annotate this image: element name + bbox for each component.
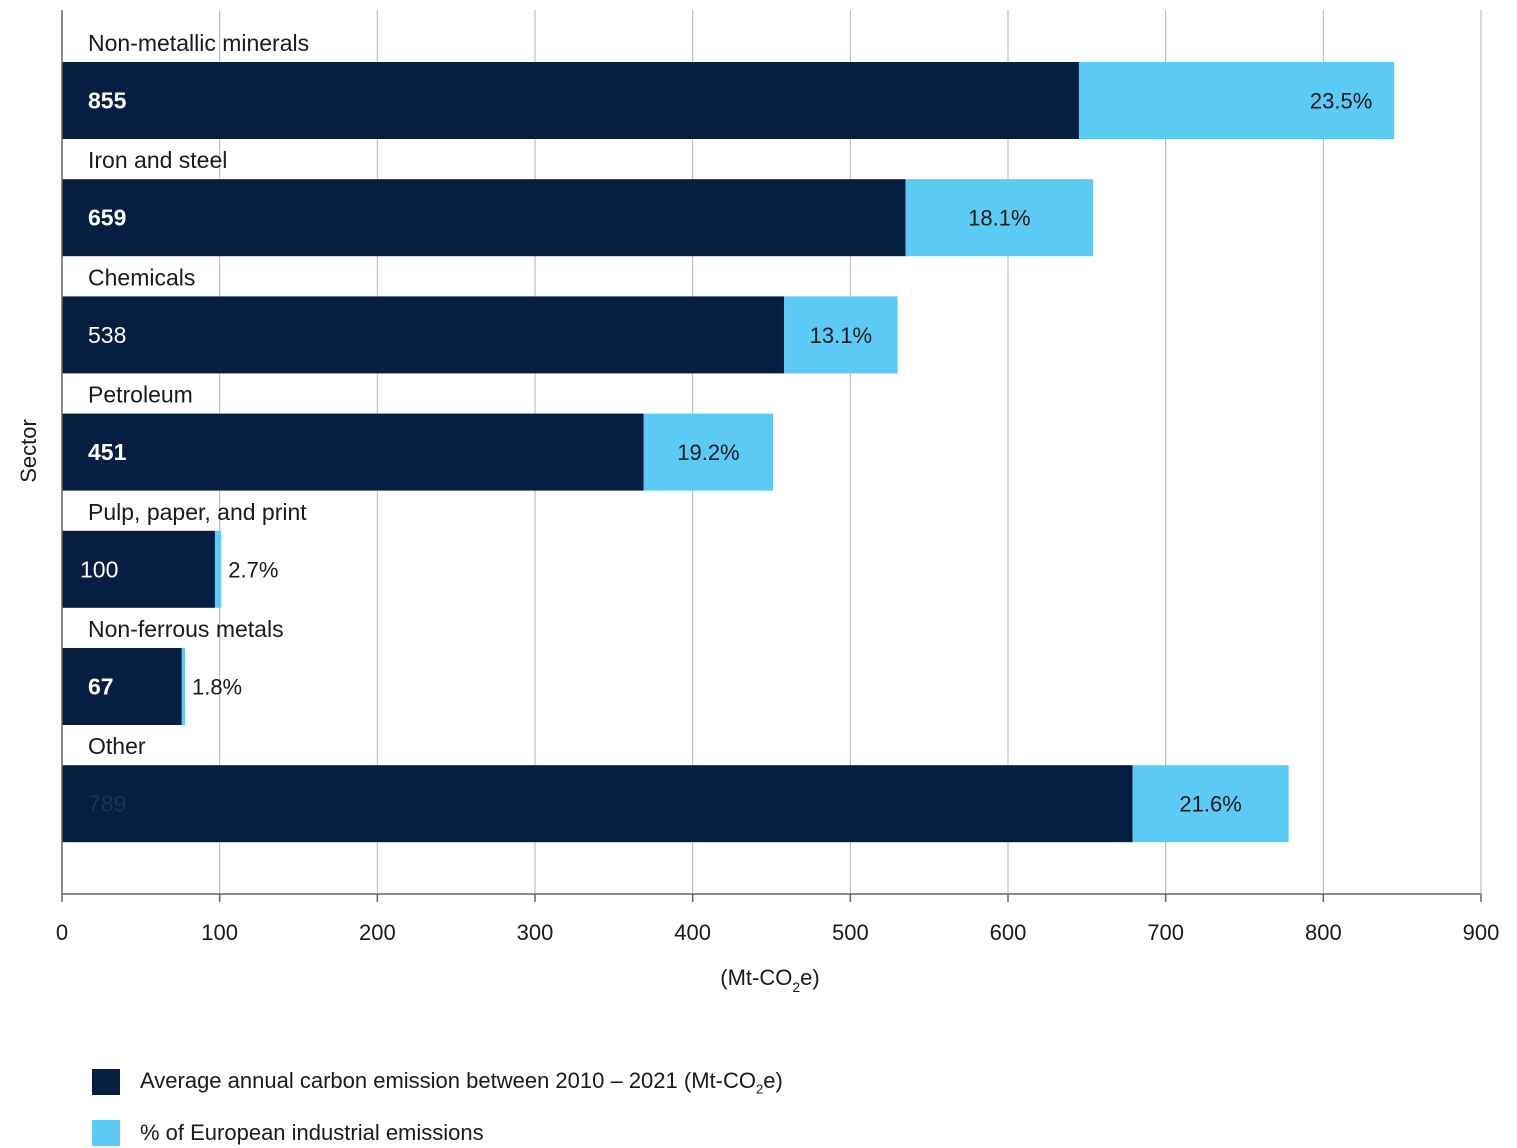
- legend-label-emissions: Average annual carbon emission between 2…: [140, 1068, 783, 1097]
- axes: 0 100 200 300 400 500 600 700 800 900: [56, 10, 1499, 945]
- gridlines: [219, 10, 1482, 894]
- category-label: Other: [88, 733, 146, 759]
- x-tick-label: 300: [517, 920, 554, 945]
- x-tick-label: 100: [201, 920, 238, 945]
- x-tick-label: 200: [359, 920, 396, 945]
- bar-emissions: [62, 765, 1133, 843]
- bar-percent: [214, 530, 222, 608]
- labels: Non-metallic minerals 855 23.5% Iron and st…: [80, 30, 1372, 817]
- data-label-percent: 21.6%: [1179, 792, 1241, 817]
- legend-swatch-percent: [92, 1120, 120, 1146]
- data-label-emissions: 538: [88, 322, 126, 348]
- bar-percent: [1078, 62, 1395, 139]
- bar-emissions: [62, 62, 1079, 139]
- x-tick-label: 500: [832, 920, 869, 945]
- data-label-percent: 19.2%: [677, 440, 739, 465]
- x-tick-label: 0: [56, 920, 68, 945]
- data-label-percent: 13.1%: [810, 323, 872, 348]
- x-axis-title: (Mt-CO2e): [720, 965, 819, 995]
- category-label: Non-metallic minerals: [88, 30, 309, 56]
- bar-emissions: [62, 296, 785, 374]
- x-tick-label: 700: [1147, 920, 1184, 945]
- bar-percent: [1132, 765, 1289, 843]
- data-label-percent: 23.5%: [1310, 89, 1372, 114]
- data-label-percent: 2.7%: [228, 557, 278, 582]
- bar-percent: [643, 413, 774, 491]
- x-tick-label: 600: [990, 920, 1027, 945]
- legend-swatch-emissions: [92, 1069, 120, 1096]
- bar-emissions: [62, 648, 182, 725]
- category-label: Non-ferrous metals: [88, 616, 284, 642]
- category-label: Pulp, paper, and print: [88, 499, 307, 525]
- data-label-emissions: 789: [88, 791, 126, 817]
- data-label-percent: 18.1%: [968, 206, 1030, 231]
- bar-percent: [181, 648, 185, 725]
- data-label-emissions: 100: [80, 556, 118, 582]
- bar-emissions: [62, 530, 215, 608]
- x-tick-label: 900: [1463, 920, 1500, 945]
- x-tick-label: 400: [674, 920, 711, 945]
- bars: [62, 62, 1395, 843]
- legend-item-emissions: Average annual carbon emission between 2…: [92, 1068, 783, 1096]
- category-label: Iron and steel: [88, 147, 227, 173]
- legend-item-percent: % of European industrial emissions: [92, 1120, 484, 1146]
- data-label-emissions: 659: [88, 205, 126, 231]
- y-axis-title: Sector: [16, 419, 41, 483]
- category-label: Chemicals: [88, 264, 195, 290]
- data-label-emissions: 451: [88, 439, 127, 465]
- data-label-emissions: 67: [88, 674, 114, 700]
- category-label: Petroleum: [88, 382, 193, 408]
- x-tick-label: 800: [1305, 920, 1342, 945]
- bar-percent: [905, 179, 1094, 257]
- data-label-emissions: 855: [88, 88, 127, 114]
- legend-label-percent: % of European industrial emissions: [140, 1120, 484, 1145]
- bar-percent: [784, 296, 898, 374]
- bar-emissions: [62, 413, 644, 491]
- data-label-percent: 1.8%: [192, 675, 242, 700]
- bar-emissions: [62, 179, 906, 257]
